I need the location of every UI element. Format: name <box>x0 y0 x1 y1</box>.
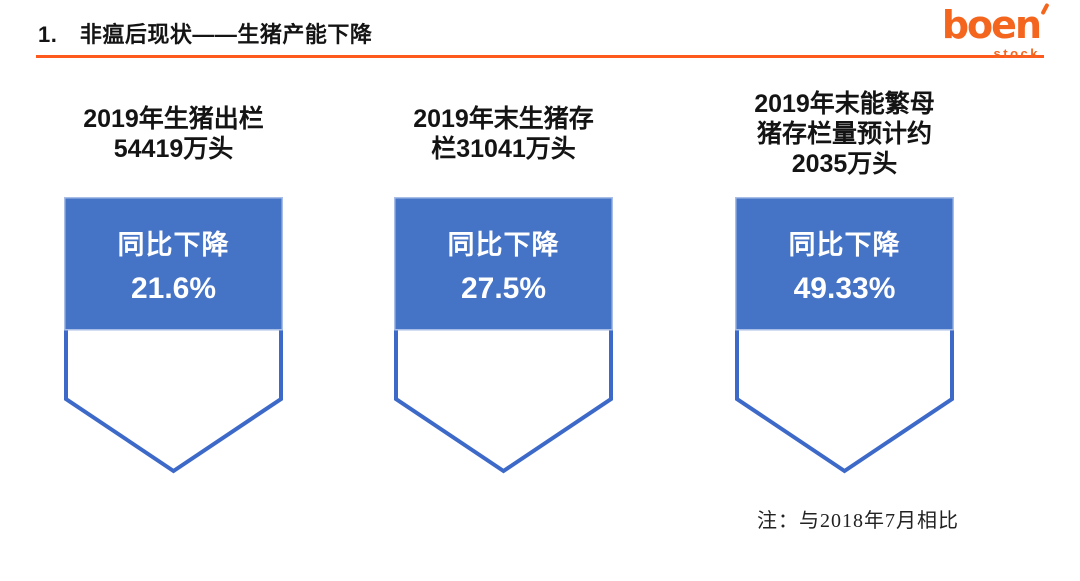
pennant-shape <box>64 197 283 474</box>
column-header: 2019年末生猪存 栏31041万头 <box>413 104 594 163</box>
stat-column-breeding-sows: 2019年末能繁母 猪存栏量预计约 2035万头 同比下降 49.33% <box>735 85 954 477</box>
logo-tick-icon <box>1040 2 1050 16</box>
pennant-shape <box>735 197 954 474</box>
banner-label: 同比下降 <box>447 229 560 260</box>
banner-text: 同比下降 27.5% <box>394 197 613 330</box>
logo-wordmark: boen <box>942 2 1050 44</box>
banner-value: 21.6% <box>130 271 217 305</box>
pennant-banner: 同比下降 21.6% <box>64 197 283 477</box>
banner-text: 同比下降 49.33% <box>735 197 954 330</box>
banner-value: 27.5% <box>460 271 547 305</box>
title-underline <box>36 55 1044 58</box>
footnote: 注：与2018年7月相比 <box>757 510 959 532</box>
page-title: 1. 非瘟后现状——生猪产能下降 <box>38 22 373 47</box>
banner-text: 同比下降 21.6% <box>64 197 283 330</box>
logo-subtext: stock <box>993 46 1040 61</box>
stat-column-inventory: 2019年末生猪存 栏31041万头 同比下降 27.5% <box>394 85 613 477</box>
banner-label: 同比下降 <box>788 229 901 260</box>
pennant-shape <box>394 197 613 474</box>
boen-stock-logo: boen stock <box>942 2 1050 61</box>
banner-value: 49.33% <box>793 271 896 305</box>
banner-label: 同比下降 <box>117 229 230 260</box>
column-header: 2019年生猪出栏 54419万头 <box>83 104 264 163</box>
stat-column-slaughter: 2019年生猪出栏 54419万头 同比下降 21.6% <box>64 85 283 477</box>
pennant-banner: 同比下降 49.33% <box>735 197 954 477</box>
column-header: 2019年末能繁母 猪存栏量预计约 2035万头 <box>754 89 935 178</box>
pennant-banner: 同比下降 27.5% <box>394 197 613 477</box>
